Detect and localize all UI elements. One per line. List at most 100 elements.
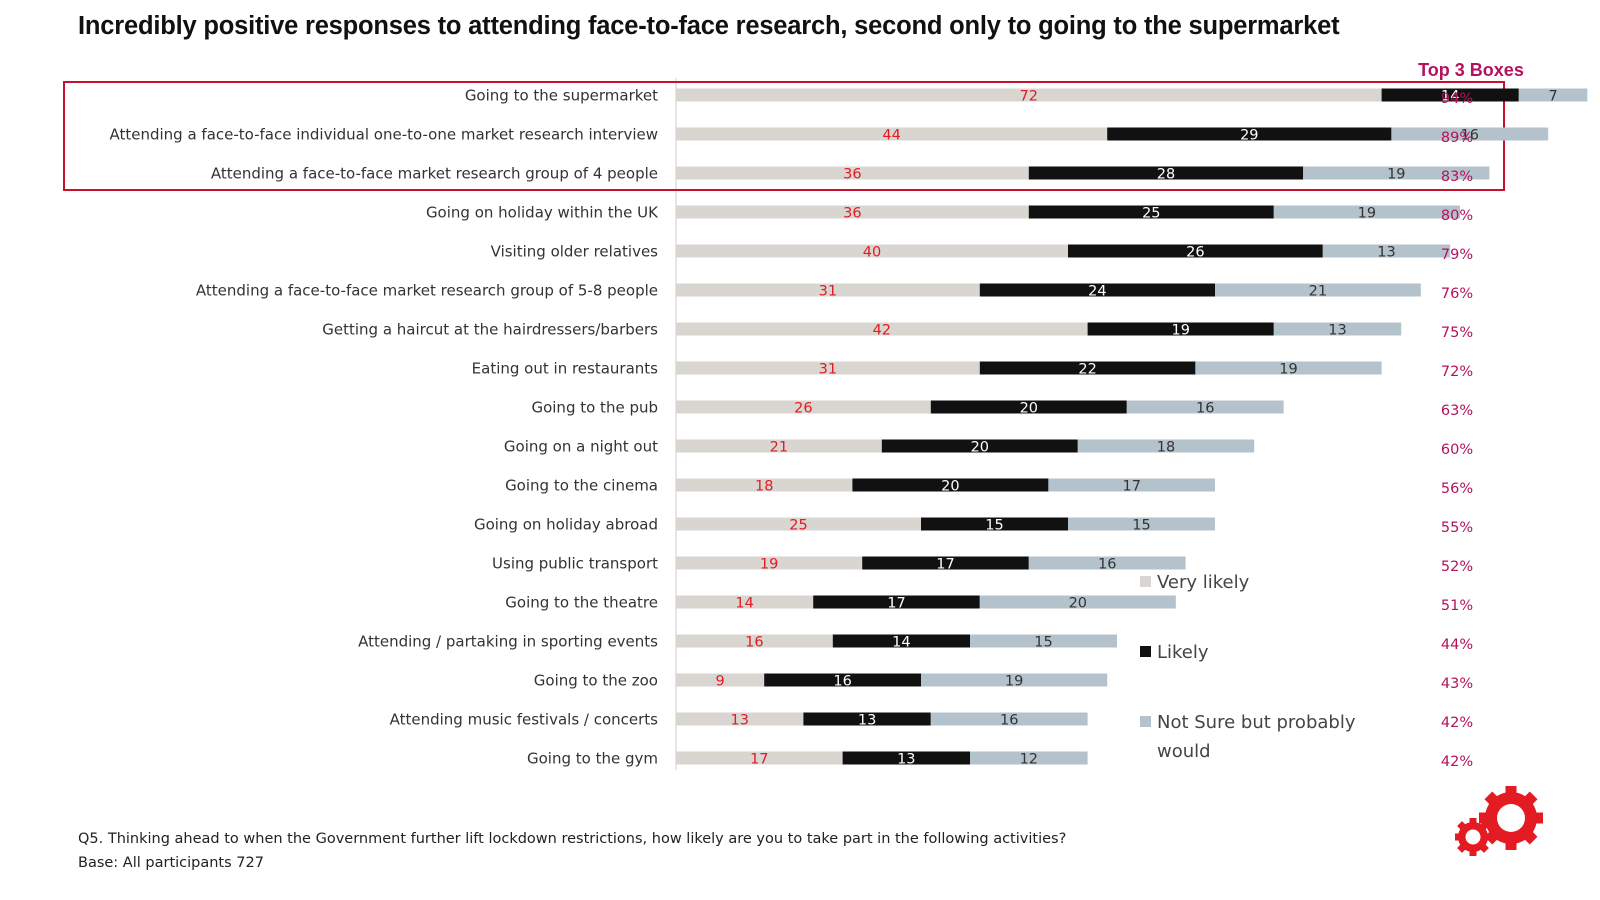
top3-value: 60% [1441, 442, 1473, 458]
category-label: Going to the gym [527, 750, 658, 768]
value-label-likely: 15 [985, 518, 1003, 534]
bar-not-sure [1048, 478, 1215, 492]
bar-very-likely [676, 244, 1068, 258]
value-label-not-sure: 16 [1000, 713, 1018, 729]
top3-value: 76% [1441, 286, 1473, 302]
bar-not-sure [1126, 400, 1284, 414]
value-label-not-sure: 13 [1377, 245, 1395, 261]
chart-title: Incredibly positive responses to attendi… [78, 12, 1340, 40]
value-label-very-likely: 18 [755, 479, 773, 495]
top3-value: 44% [1441, 637, 1473, 653]
bar-very-likely [676, 283, 980, 297]
bar-not-sure [921, 673, 1108, 687]
top3-value: 83% [1441, 169, 1473, 185]
value-label-very-likely: 17 [750, 752, 768, 768]
value-label-not-sure: 15 [1132, 518, 1150, 534]
value-label-likely: 20 [1020, 401, 1038, 417]
category-label: Visiting older relatives [491, 243, 659, 261]
bar-not-sure [979, 595, 1176, 609]
bar-likely [979, 361, 1196, 375]
value-label-not-sure: 7 [1548, 89, 1557, 105]
bar-likely [1087, 322, 1274, 336]
bar-not-sure [1195, 361, 1382, 375]
value-label-very-likely: 9 [715, 674, 724, 690]
bar-likely [842, 751, 970, 765]
bar-very-likely [676, 673, 765, 687]
bar-very-likely [676, 361, 980, 375]
value-label-likely: 25 [1142, 206, 1160, 222]
bar-not-sure [970, 634, 1117, 648]
bar-likely [803, 712, 931, 726]
category-label: Going to the theatre [505, 594, 658, 612]
top3-value: 63% [1441, 403, 1473, 419]
category-label: Getting a haircut at the hairdressers/ba… [322, 321, 658, 339]
bar-not-sure [1068, 517, 1215, 531]
value-label-likely: 24 [1088, 284, 1106, 300]
value-label-very-likely: 72 [1020, 89, 1038, 105]
bar-not-sure [1518, 88, 1588, 102]
bar-likely [862, 556, 1029, 570]
bar-very-likely [676, 634, 833, 648]
bar-not-sure [1077, 439, 1255, 453]
legend-label: Very likely [1157, 572, 1250, 593]
value-label-not-sure: 16 [1098, 557, 1116, 573]
legend-label: would [1157, 741, 1211, 762]
bar-very-likely [676, 400, 931, 414]
value-label-very-likely: 36 [843, 167, 861, 183]
top3-value: 42% [1441, 754, 1473, 770]
value-label-not-sure: 16 [1196, 401, 1214, 417]
value-label-very-likely: 25 [789, 518, 807, 534]
value-label-not-sure: 18 [1157, 440, 1175, 456]
bar-not-sure [1273, 322, 1402, 336]
category-label: Attending a face-to-face market research… [196, 282, 658, 300]
value-label-very-likely: 44 [882, 128, 900, 144]
legend-label: Not Sure but probably [1157, 712, 1356, 733]
value-label-very-likely: 21 [770, 440, 788, 456]
value-label-likely: 20 [941, 479, 959, 495]
bar-very-likely [676, 439, 882, 453]
bar-very-likely [676, 322, 1088, 336]
value-label-very-likely: 19 [760, 557, 778, 573]
bar-likely [813, 595, 980, 609]
value-label-very-likely: 31 [819, 362, 837, 378]
value-label-likely: 17 [887, 596, 905, 612]
bar-likely [1028, 205, 1274, 219]
bar-likely [1028, 166, 1304, 180]
bar-not-sure [1391, 127, 1549, 141]
value-label-not-sure: 19 [1005, 674, 1023, 690]
category-label: Using public transport [492, 555, 658, 573]
bar-not-sure [1028, 556, 1186, 570]
bar-very-likely [676, 712, 804, 726]
top3-value: 75% [1441, 325, 1473, 341]
value-label-likely: 17 [936, 557, 954, 573]
top3-value: 55% [1441, 520, 1473, 536]
bar-likely [979, 283, 1215, 297]
category-label: Going to the supermarket [465, 87, 658, 105]
question-note: Q5. Thinking ahead to when the Governmen… [78, 831, 1067, 847]
top3-value: 72% [1441, 364, 1473, 380]
value-label-not-sure: 19 [1387, 167, 1405, 183]
gear-logo-icon [1455, 786, 1543, 856]
bar-very-likely [676, 751, 843, 765]
category-label: Attending / partaking in sporting events [358, 633, 658, 651]
value-label-not-sure: 16 [1461, 128, 1479, 144]
top3-value: 79% [1441, 247, 1473, 263]
value-label-likely: 13 [897, 752, 915, 768]
top3-value: 94% [1441, 91, 1473, 107]
legend-swatch-1 [1140, 646, 1151, 657]
top3-value: 42% [1441, 715, 1473, 731]
value-label-very-likely: 42 [873, 323, 891, 339]
bar-not-sure [1303, 166, 1490, 180]
top3-value: 56% [1441, 481, 1473, 497]
bar-very-likely [676, 127, 1108, 141]
category-label: Going to the pub [531, 399, 658, 417]
bar-very-likely [676, 205, 1029, 219]
category-label: Attending a face-to-face individual one-… [109, 126, 658, 144]
legend-swatch-0 [1140, 576, 1151, 587]
value-label-likely: 14 [1441, 89, 1459, 105]
category-label: Attending music festivals / concerts [390, 711, 659, 729]
top3-value: 51% [1441, 598, 1473, 614]
bar-very-likely [676, 478, 853, 492]
bar-likely [921, 517, 1068, 531]
value-label-likely: 22 [1078, 362, 1096, 378]
